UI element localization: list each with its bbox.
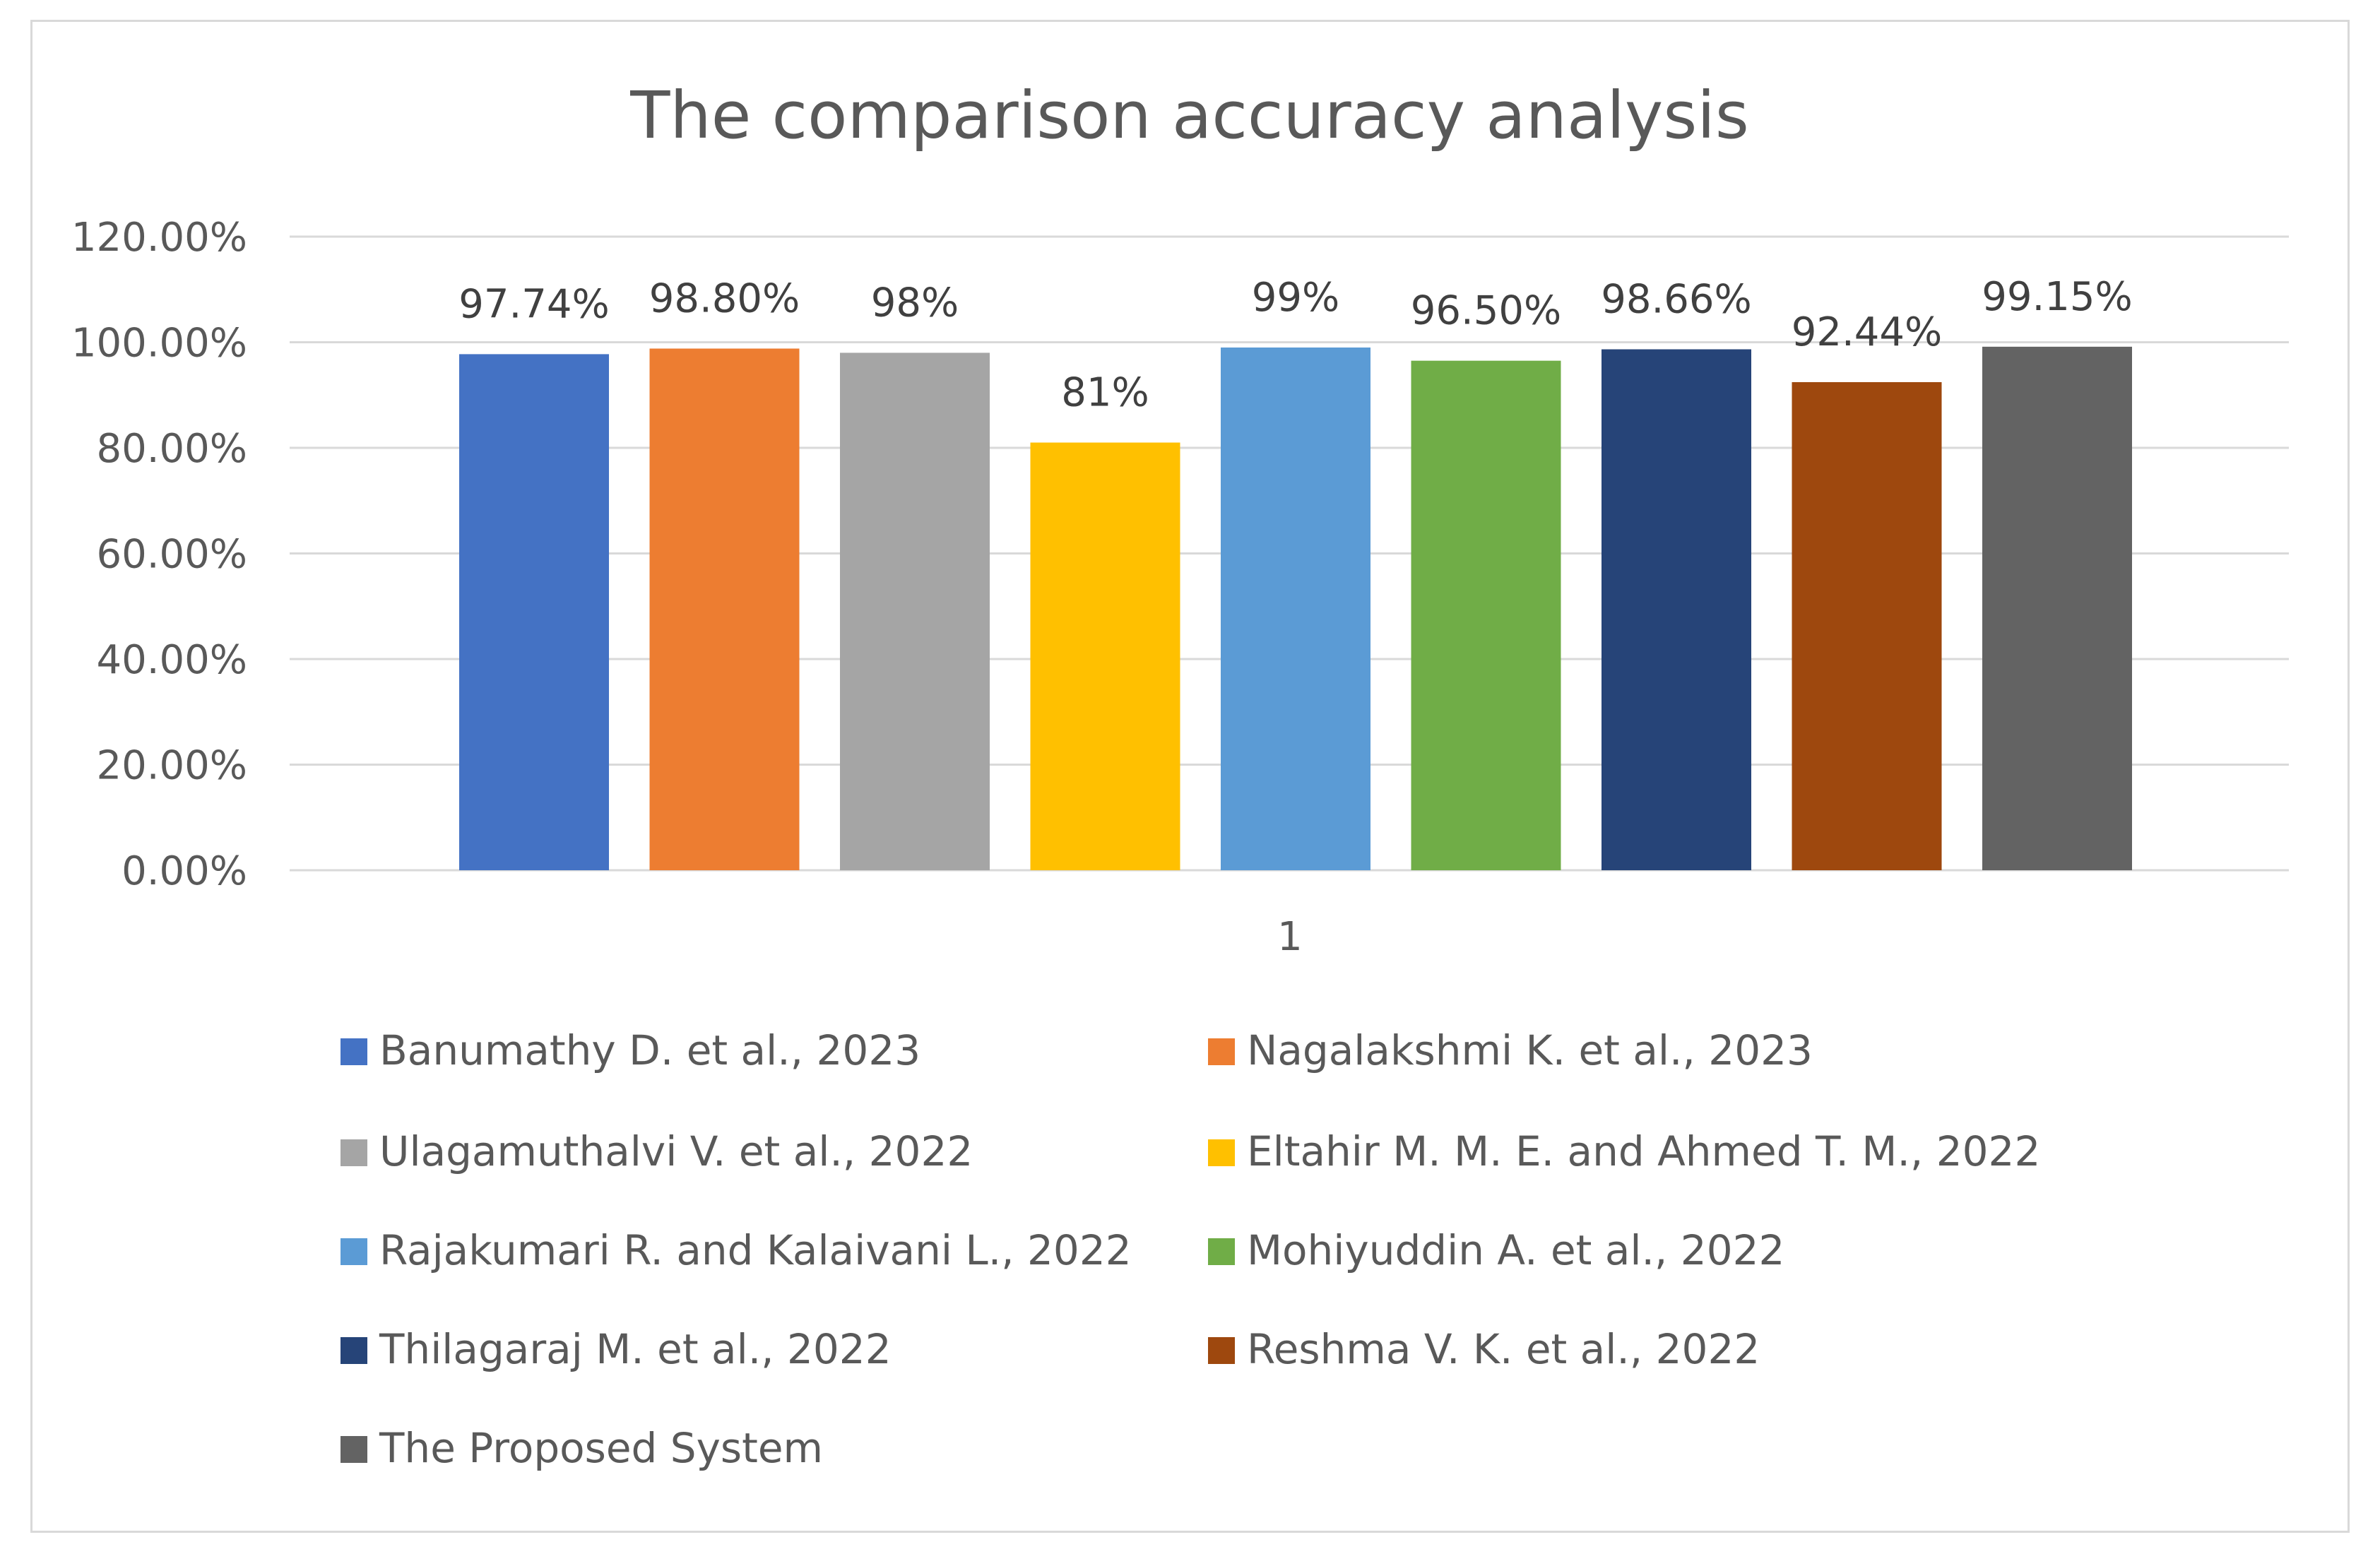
legend-entry: Reshma V. K. et al., 2022 bbox=[1247, 1325, 1760, 1373]
legend-swatch bbox=[1208, 1238, 1235, 1265]
data-label: 92.44% bbox=[1792, 309, 1943, 355]
y-tick-label: 80.00% bbox=[96, 426, 247, 472]
bar bbox=[1602, 349, 1751, 871]
data-label: 98.80% bbox=[649, 275, 800, 321]
legend-entry: The Proposed System bbox=[379, 1424, 823, 1472]
bar bbox=[840, 352, 990, 870]
legend-entry: Ulagamuthalvi V. et al., 2022 bbox=[379, 1127, 973, 1175]
legend-swatch bbox=[1208, 1337, 1235, 1364]
legend-entry: Rajakumari R. and Kalaivani L., 2022 bbox=[379, 1226, 1132, 1274]
x-axis-category-label: 1 bbox=[1277, 914, 1303, 960]
y-tick-label: 40.00% bbox=[96, 637, 247, 683]
y-tick-label: 0.00% bbox=[122, 848, 247, 894]
y-tick-label: 20.00% bbox=[96, 743, 247, 789]
bar bbox=[1030, 442, 1180, 870]
bar bbox=[1792, 382, 1942, 870]
legend-swatch bbox=[341, 1337, 367, 1364]
y-axis-tick-labels: 0.00% 20.00% 40.00% 60.00% 80.00% 100.00% 120.… bbox=[71, 215, 247, 894]
bars bbox=[459, 346, 2132, 871]
data-label: 98.66% bbox=[1601, 277, 1752, 323]
data-label: 99% bbox=[1252, 275, 1339, 321]
data-labels: 97.74% 98.80% 98% 81% 99% 96.50% 98.66% 92.44% 9… bbox=[458, 274, 2133, 416]
legend-entry: Eltahir M. M. E. and Ahmed T. M., 2022 bbox=[1247, 1127, 2040, 1175]
data-label: 81% bbox=[1061, 370, 1149, 416]
legend-swatch bbox=[341, 1436, 367, 1463]
legend-swatch bbox=[341, 1038, 367, 1065]
legend-swatch bbox=[341, 1139, 367, 1166]
bar bbox=[1221, 347, 1370, 871]
legend-entry: Nagalakshmi K. et al., 2023 bbox=[1247, 1026, 1813, 1074]
chart-title: The comparison accuracy analysis bbox=[629, 78, 1749, 153]
bar bbox=[459, 354, 609, 870]
data-label: 98% bbox=[871, 280, 959, 326]
y-tick-label: 120.00% bbox=[71, 215, 247, 261]
legend-swatch bbox=[1208, 1139, 1235, 1166]
bar bbox=[1982, 346, 2132, 870]
bar bbox=[1411, 360, 1561, 871]
bar bbox=[649, 348, 800, 871]
y-tick-label: 100.00% bbox=[71, 321, 247, 367]
legend-entry: Banumathy D. et al., 2023 bbox=[379, 1026, 920, 1074]
data-label: 96.50% bbox=[1411, 288, 1562, 334]
data-label: 99.15% bbox=[1982, 274, 2133, 320]
chart-frame bbox=[30, 20, 2350, 1533]
legend-swatch bbox=[1208, 1038, 1235, 1065]
data-label: 97.74% bbox=[458, 281, 610, 327]
legend-entry: Mohiyuddin A. et al., 2022 bbox=[1247, 1226, 1784, 1274]
legend: Banumathy D. et al., 2023 Nagalakshmi K. … bbox=[341, 1026, 2040, 1472]
legend-swatch bbox=[341, 1238, 367, 1265]
y-tick-label: 60.00% bbox=[96, 532, 247, 578]
legend-entry: Thilagaraj M. et al., 2022 bbox=[379, 1325, 892, 1373]
